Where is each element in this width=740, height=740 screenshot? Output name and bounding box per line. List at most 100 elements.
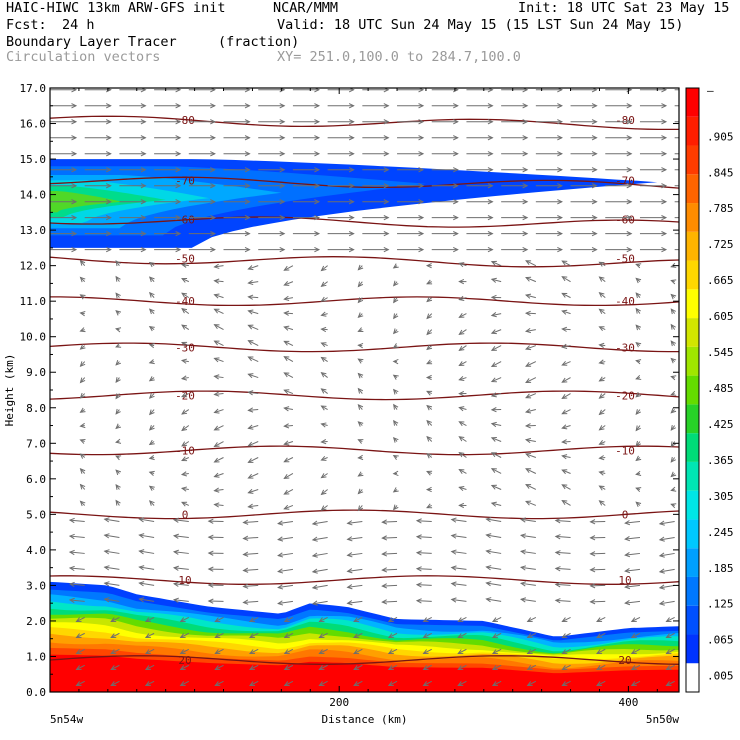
wind-vector bbox=[527, 680, 537, 686]
wind-vector bbox=[180, 680, 190, 686]
wind-vector-head bbox=[392, 436, 399, 443]
wind-vector bbox=[50, 504, 51, 506]
wind-vector bbox=[562, 409, 571, 415]
wind-vector bbox=[561, 500, 571, 506]
wind-vector-head bbox=[487, 231, 494, 237]
wind-vector bbox=[353, 616, 363, 622]
x-tick-label: 400 bbox=[618, 696, 638, 709]
wind-vector-head bbox=[626, 135, 633, 141]
wind-vector-head bbox=[210, 215, 216, 221]
y-tick-label: 14.0 bbox=[20, 189, 47, 202]
wind-vector bbox=[248, 265, 259, 270]
model-title: HAIC-HIWC 13km ARW-GFS init bbox=[6, 0, 226, 16]
wind-vector-head bbox=[279, 103, 286, 109]
wind-vector-head bbox=[242, 567, 249, 573]
wind-vector-head bbox=[283, 310, 290, 316]
colorbar-segment bbox=[686, 576, 699, 606]
wind-vector-head bbox=[210, 135, 216, 141]
wind-vector-head bbox=[207, 598, 214, 604]
wind-vector-head bbox=[283, 356, 290, 362]
wind-vector bbox=[181, 292, 190, 299]
wind-vector-head bbox=[490, 421, 497, 428]
wind-vector-head bbox=[665, 649, 672, 654]
wind-vector-head bbox=[79, 500, 86, 507]
wind-vector-head bbox=[148, 393, 155, 399]
wind-vector-head bbox=[381, 583, 388, 589]
wind-vector-head bbox=[357, 342, 364, 349]
wind-vector-head bbox=[426, 503, 433, 509]
wind-vector-head bbox=[458, 406, 465, 412]
wind-vector bbox=[555, 567, 571, 570]
wind-vector-head bbox=[71, 215, 78, 221]
isotherm-label: -40 bbox=[615, 295, 635, 308]
wind-vector bbox=[214, 308, 224, 315]
wind-vector-head bbox=[320, 356, 327, 363]
wind-vector-head bbox=[635, 391, 642, 398]
wind-vector bbox=[459, 262, 467, 267]
wind-vector bbox=[458, 616, 467, 622]
wind-vector-head bbox=[43, 453, 48, 457]
wind-vector-head bbox=[242, 535, 249, 541]
wind-vector-head bbox=[138, 581, 145, 587]
wind-vector bbox=[181, 308, 190, 315]
wind-vector-head bbox=[383, 103, 390, 109]
wind-vector-head bbox=[392, 263, 399, 269]
wind-vector-head bbox=[75, 665, 82, 670]
wind-vector-head bbox=[487, 215, 494, 221]
wind-vector-head bbox=[144, 649, 151, 654]
colorbar-segment bbox=[686, 174, 699, 204]
wind-vector-head bbox=[181, 409, 188, 415]
wind-vector bbox=[423, 648, 432, 654]
wind-vector-head bbox=[670, 486, 677, 492]
wind-vector-head bbox=[418, 199, 425, 205]
wind-vector-head bbox=[519, 549, 527, 555]
wind-vector bbox=[248, 340, 259, 347]
wind-vector-head bbox=[247, 424, 254, 430]
wind-vector-head bbox=[561, 276, 568, 282]
wind-vector-head bbox=[561, 633, 568, 638]
wind-vector-head bbox=[658, 552, 665, 558]
wind-vector bbox=[459, 452, 467, 458]
wind-vector-head bbox=[491, 633, 498, 638]
wind-vector-head bbox=[665, 665, 672, 670]
wind-vector-head bbox=[247, 407, 254, 413]
wind-vector-head bbox=[115, 292, 121, 299]
wind-vector-head bbox=[115, 342, 122, 348]
wind-vector-head bbox=[244, 215, 251, 221]
wind-vector-head bbox=[554, 518, 561, 524]
y-tick-label: 4.0 bbox=[26, 544, 46, 557]
wind-vector bbox=[521, 518, 536, 522]
wind-vector-head bbox=[279, 135, 286, 141]
wind-vector bbox=[214, 294, 224, 299]
field-units: (fraction) bbox=[218, 34, 300, 50]
wind-vector-head bbox=[348, 119, 355, 125]
isotherm-label: 0 bbox=[182, 508, 189, 521]
wind-vector-head bbox=[79, 377, 86, 384]
wind-vector bbox=[50, 425, 51, 426]
isotherm-label: -20 bbox=[615, 389, 635, 402]
wind-vector-head bbox=[624, 520, 631, 526]
wind-vector-head bbox=[75, 617, 82, 622]
wind-vector bbox=[181, 324, 190, 331]
wind-vector-head bbox=[277, 584, 284, 590]
wind-vector-head bbox=[381, 535, 388, 541]
wind-vector bbox=[278, 568, 293, 573]
wind-vector-head bbox=[175, 183, 182, 189]
wind-vector-head bbox=[393, 313, 399, 320]
wind-vector bbox=[458, 680, 467, 686]
wind-vector-head bbox=[103, 597, 110, 603]
wind-vector-head bbox=[71, 151, 78, 157]
wind-vector-head bbox=[522, 199, 529, 205]
colorbar-segment bbox=[686, 375, 699, 405]
wind-vector-head bbox=[79, 468, 86, 474]
wind-vector bbox=[69, 519, 85, 522]
wind-vector-head bbox=[207, 566, 214, 572]
wind-vector-head bbox=[115, 275, 121, 282]
wind-vector-head bbox=[79, 483, 86, 490]
wind-vector-head bbox=[181, 501, 188, 507]
wind-vector-head bbox=[665, 617, 672, 622]
colorbar-label: .365 bbox=[707, 454, 734, 467]
wind-vector bbox=[180, 648, 190, 654]
wind-vector-head bbox=[458, 295, 465, 301]
wind-vector-head bbox=[624, 552, 631, 558]
